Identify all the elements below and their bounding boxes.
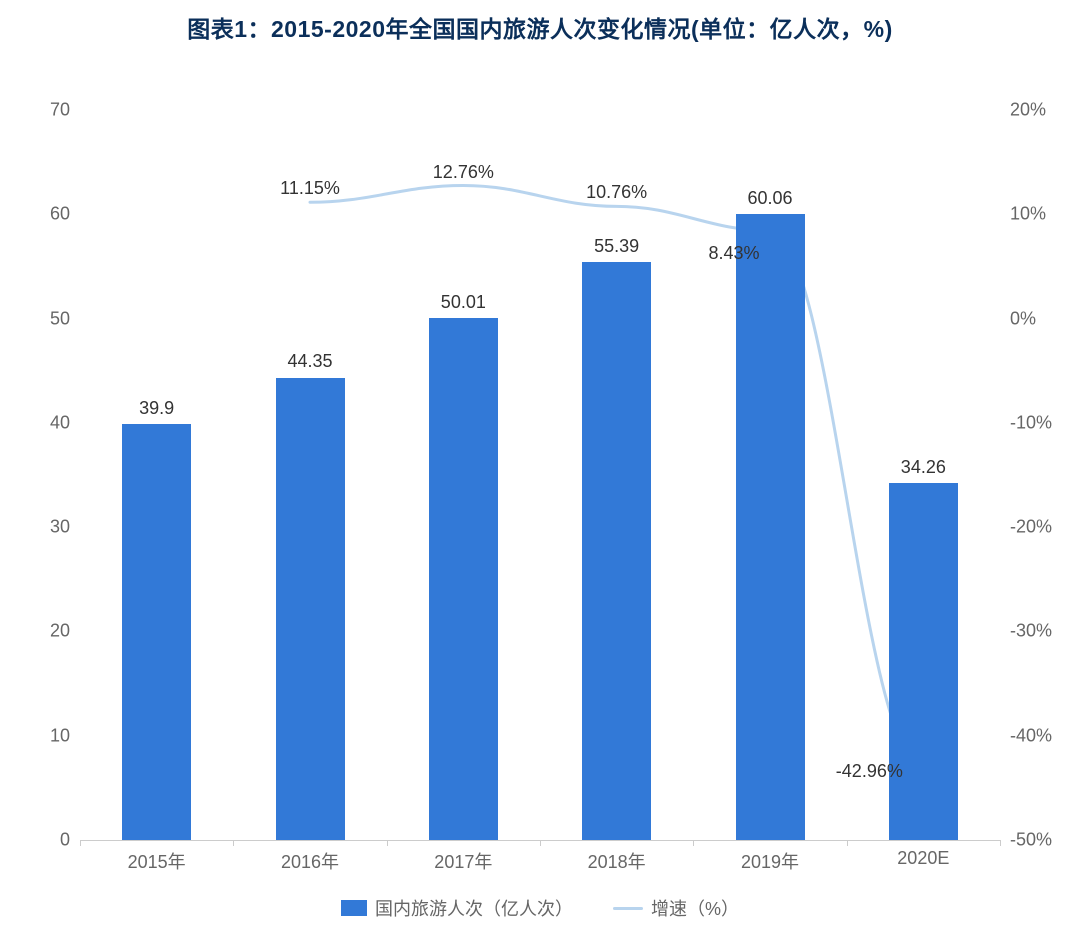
bar [582, 262, 651, 840]
line-value-label: 11.15% [280, 178, 340, 199]
y-left-tick-label: 70 [10, 100, 70, 121]
legend-label-bars: 国内旅游人次（亿人次） [375, 895, 573, 921]
y-left-tick-label: 30 [10, 517, 70, 538]
bar-value-label: 55.39 [594, 236, 639, 257]
legend-label-line: 增速（%） [651, 895, 739, 921]
y-right-tick-label: -30% [1010, 621, 1080, 642]
y-right-tick-label: -20% [1010, 517, 1080, 538]
chart-container: 图表1：2015-2020年全国国内旅游人次变化情况(单位：亿人次，%) 010… [0, 0, 1080, 951]
bar-value-label: 39.9 [139, 398, 174, 419]
y-left-tick-label: 0 [10, 830, 70, 851]
legend-item-bars: 国内旅游人次（亿人次） [341, 895, 573, 921]
bar [276, 378, 345, 841]
y-right-tick-label: -10% [1010, 412, 1080, 433]
line-value-label: 10.76% [586, 182, 647, 203]
y-left-tick-label: 60 [10, 204, 70, 225]
bar [736, 214, 805, 840]
x-tick-label: 2020E [897, 848, 949, 869]
x-tick-label: 2018年 [588, 848, 646, 874]
legend-item-line: 增速（%） [613, 895, 739, 921]
line-value-label: 8.43% [708, 243, 759, 264]
bar-value-label: 34.26 [901, 457, 946, 478]
y-left-tick-label: 50 [10, 308, 70, 329]
y-right-tick-label: -50% [1010, 830, 1080, 851]
line-value-label: 12.76% [433, 162, 494, 183]
x-tick-label: 2017年 [434, 848, 492, 874]
bar-value-label: 60.06 [747, 188, 792, 209]
x-tick-label: 2016年 [281, 848, 339, 874]
y-right-tick-label: 20% [1010, 100, 1080, 121]
bar [889, 483, 958, 840]
x-tick-label: 2019年 [741, 848, 799, 874]
bar-value-label: 44.35 [287, 351, 332, 372]
y-left-tick-label: 10 [10, 725, 70, 746]
bar [429, 318, 498, 840]
bar [122, 424, 191, 840]
legend-swatch-line [613, 907, 643, 910]
y-right-tick-label: 0% [1010, 308, 1080, 329]
y-left-tick-label: 20 [10, 621, 70, 642]
line-value-label: -42.96% [836, 761, 903, 782]
chart-title: 图表1：2015-2020年全国国内旅游人次变化情况(单位：亿人次，%) [0, 10, 1080, 44]
y-left-tick-label: 40 [10, 412, 70, 433]
line-series [80, 110, 1000, 840]
legend-swatch-bar [341, 900, 367, 916]
bar-value-label: 50.01 [441, 292, 486, 313]
legend: 国内旅游人次（亿人次） 增速（%） [0, 895, 1080, 921]
plot-area: 010203040506070-50%-40%-30%-20%-10%0%10%… [80, 110, 1000, 840]
x-axis [80, 840, 1000, 841]
y-right-tick-label: -40% [1010, 725, 1080, 746]
y-right-tick-label: 10% [1010, 204, 1080, 225]
x-tick-label: 2015年 [128, 848, 186, 874]
